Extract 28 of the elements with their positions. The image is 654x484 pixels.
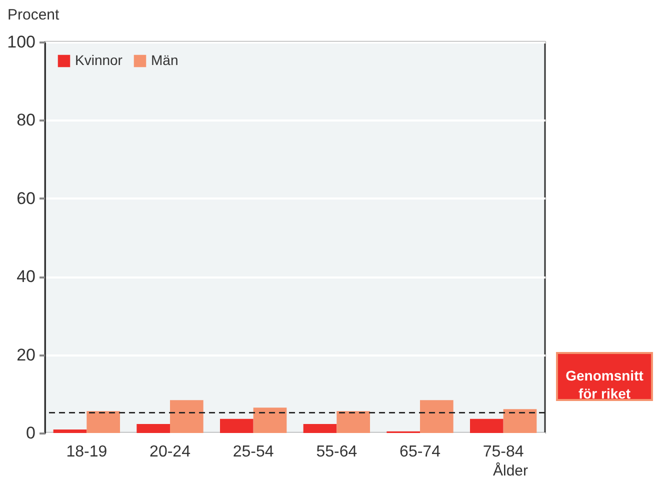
bar (53, 429, 87, 433)
x-tick-label: 65-74 (400, 444, 441, 460)
bar (503, 409, 537, 433)
y-tick-label: 80 (16, 110, 36, 130)
bar (170, 400, 204, 433)
ref-line-label: Genomsnitt för riket (566, 368, 644, 402)
bar (136, 424, 170, 433)
y-tick-label: 0 (26, 424, 36, 442)
bar (220, 418, 254, 433)
bar (303, 424, 337, 433)
bar (420, 400, 454, 433)
bar (470, 418, 504, 433)
x-tick-label: 20-24 (150, 444, 191, 460)
x-tick-label: 75-84 (482, 444, 524, 460)
y-tick-label: 60 (16, 188, 36, 208)
y-axis-title: Procent (8, 6, 60, 24)
y-tick-label: 100 (7, 32, 36, 52)
legend-label: Män (151, 52, 178, 68)
y-tick-label: 20 (16, 345, 36, 364)
bar (253, 408, 287, 433)
x-tick-label: 55-64 (316, 444, 358, 460)
x-axis-title: Ålder (492, 462, 528, 480)
x-tick-label: 25-54 (232, 444, 274, 460)
y-tick-label: 40 (16, 267, 36, 286)
legend-label: Kvinnor (75, 52, 123, 68)
bar (86, 411, 120, 433)
x-tick-label: 18-19 (66, 444, 108, 460)
bar (336, 411, 370, 433)
